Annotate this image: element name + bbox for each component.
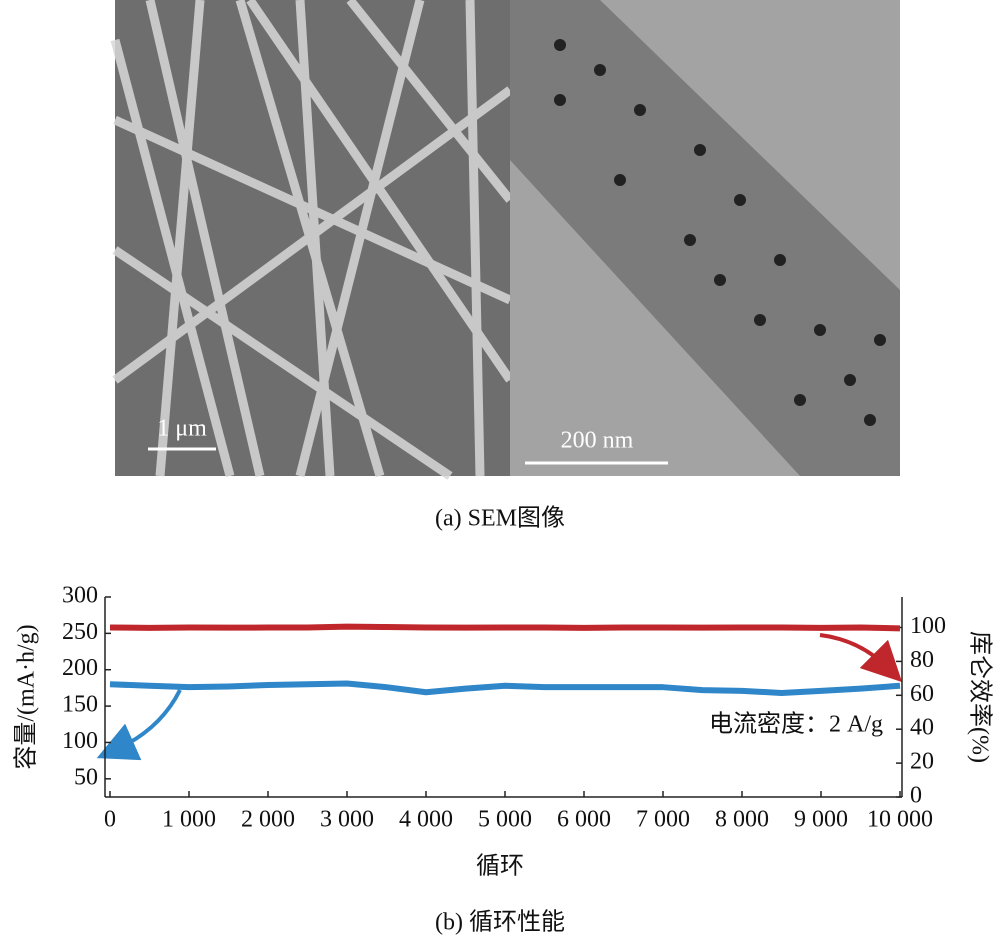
y2-tick-label: 20 — [910, 749, 934, 775]
y2-axis-label: 库仑效率(%) — [966, 631, 993, 763]
x-tick-label: 0 — [104, 807, 116, 833]
y-tick-label: 50 — [74, 764, 98, 790]
arrow — [96, 689, 182, 761]
data-line — [109, 680, 901, 696]
sem-image: 1 μm — [110, 0, 514, 480]
y-tick-label: 150 — [62, 692, 98, 718]
y2-tick-label: 40 — [910, 715, 934, 741]
y2-tick-label: 80 — [910, 647, 934, 673]
y-axis-label: 容量/(mA·h/g) — [13, 624, 40, 769]
scale-bar-label: 200 nm — [561, 428, 634, 454]
caption: (a) SEM图像 — [435, 505, 565, 532]
data-line — [109, 623, 901, 632]
y-tick-label: 100 — [62, 728, 98, 754]
x-tick-label: 4 000 — [399, 807, 453, 833]
x-tick-label: 6 000 — [557, 807, 611, 833]
x-tick-label: 9 000 — [794, 807, 848, 833]
x-axis-label: 循环 — [476, 853, 524, 880]
x-tick-label: 7 000 — [636, 807, 690, 833]
y2-tick-label: 0 — [910, 783, 922, 809]
x-tick-label: 2 000 — [241, 807, 295, 833]
x-tick-label: 1 000 — [162, 807, 216, 833]
x-tick-label: 3 000 — [320, 807, 374, 833]
x-tick-label: 8 000 — [715, 807, 769, 833]
caption: (b) 循环性能 — [435, 909, 565, 936]
y-tick-label: 300 — [62, 583, 98, 609]
y2-tick-label: 100 — [910, 613, 946, 639]
y-tick-label: 250 — [62, 619, 98, 645]
x-tick-label: 10 000 — [867, 807, 933, 833]
scale-bar-label: 1 μm — [157, 416, 207, 442]
x-tick-label: 5 000 — [478, 807, 532, 833]
y2-tick-label: 60 — [910, 681, 934, 707]
arrow — [819, 633, 903, 683]
y-tick-label: 200 — [62, 655, 98, 681]
tem-image: 200 nm — [510, 0, 900, 476]
annotation: 电流密度：2 A/g — [709, 711, 883, 738]
